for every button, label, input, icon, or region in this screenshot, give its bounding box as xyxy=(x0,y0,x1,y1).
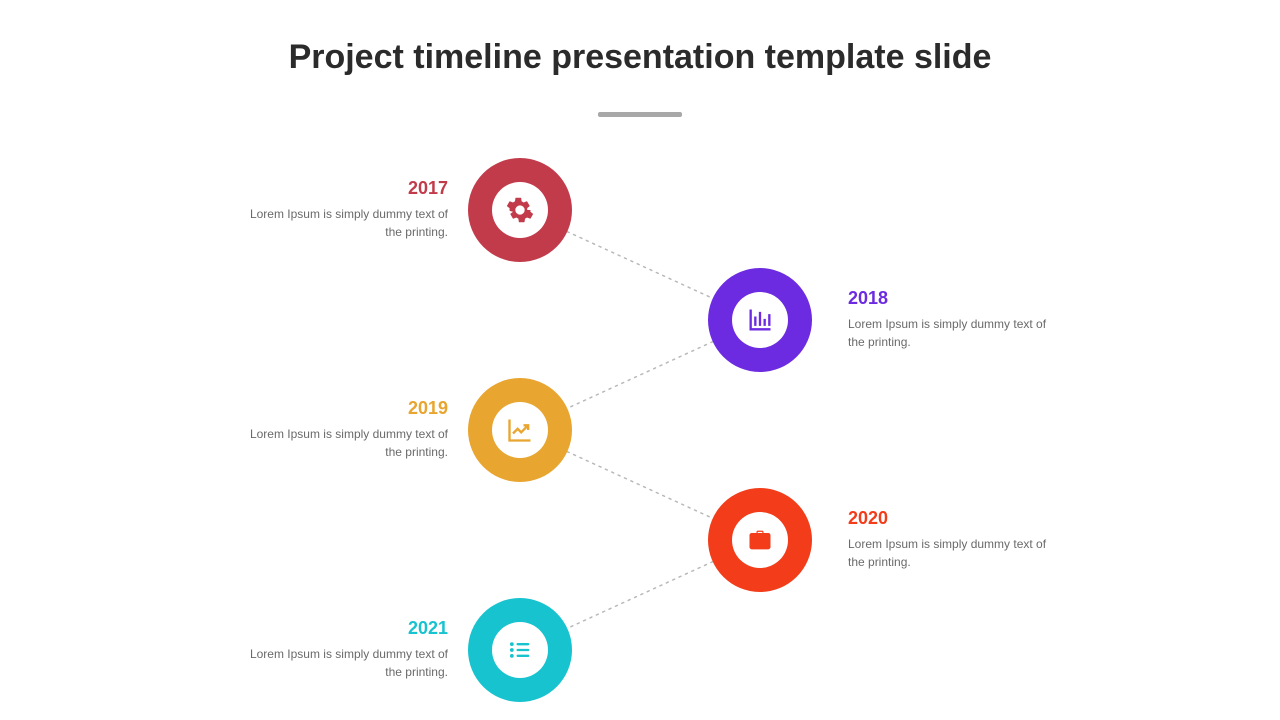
desc-text: Lorem Ipsum is simply dummy text of the … xyxy=(848,535,1048,571)
title-underline xyxy=(598,112,682,117)
timeline-node-2017 xyxy=(468,158,572,262)
year-text: 2017 xyxy=(248,178,448,199)
desc-text: Lorem Ipsum is simply dummy text of the … xyxy=(848,315,1048,351)
year-text: 2021 xyxy=(248,618,448,639)
desc-text: Lorem Ipsum is simply dummy text of the … xyxy=(248,205,448,241)
timeline-node-2018 xyxy=(708,268,812,372)
desc-text: Lorem Ipsum is simply dummy text of the … xyxy=(248,425,448,461)
year-text: 2019 xyxy=(248,398,448,419)
connector-lines xyxy=(0,0,1280,720)
timeline-label-2017: 2017 Lorem Ipsum is simply dummy text of … xyxy=(248,178,448,241)
timeline-label-2021: 2021 Lorem Ipsum is simply dummy text of … xyxy=(248,618,448,681)
gear-icon xyxy=(492,182,548,238)
timeline-node-2021 xyxy=(468,598,572,702)
timeline-label-2020: 2020 Lorem Ipsum is simply dummy text of … xyxy=(848,508,1048,571)
timeline-label-2019: 2019 Lorem Ipsum is simply dummy text of … xyxy=(248,398,448,461)
list-icon xyxy=(492,622,548,678)
timeline-label-2018: 2018 Lorem Ipsum is simply dummy text of … xyxy=(848,288,1048,351)
briefcase-icon xyxy=(732,512,788,568)
timeline-node-2019 xyxy=(468,378,572,482)
bars-icon xyxy=(732,292,788,348)
desc-text: Lorem Ipsum is simply dummy text of the … xyxy=(248,645,448,681)
year-text: 2020 xyxy=(848,508,1048,529)
timeline-node-2020 xyxy=(708,488,812,592)
year-text: 2018 xyxy=(848,288,1048,309)
chart-up-icon xyxy=(492,402,548,458)
slide-title: Project timeline presentation template s… xyxy=(0,38,1280,77)
